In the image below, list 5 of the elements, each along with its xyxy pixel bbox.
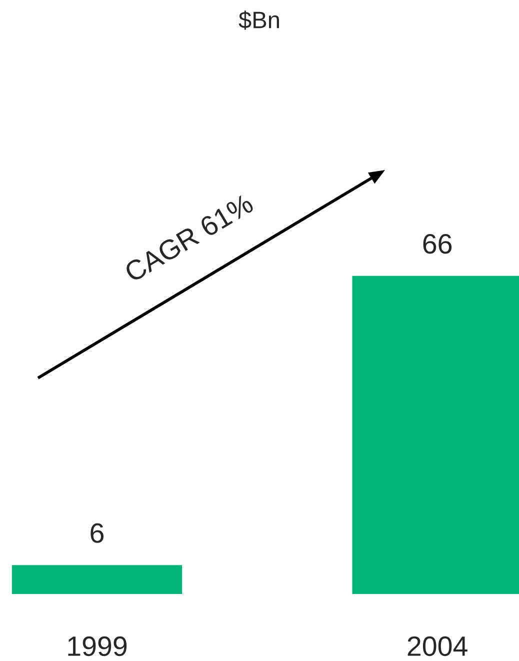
- data-label: 66: [423, 234, 452, 254]
- x-tick-label: 2004: [408, 636, 468, 656]
- x-tick-label: 1999: [68, 636, 127, 656]
- data-label: 6: [90, 523, 104, 543]
- chart-title: $Bn: [238, 10, 279, 30]
